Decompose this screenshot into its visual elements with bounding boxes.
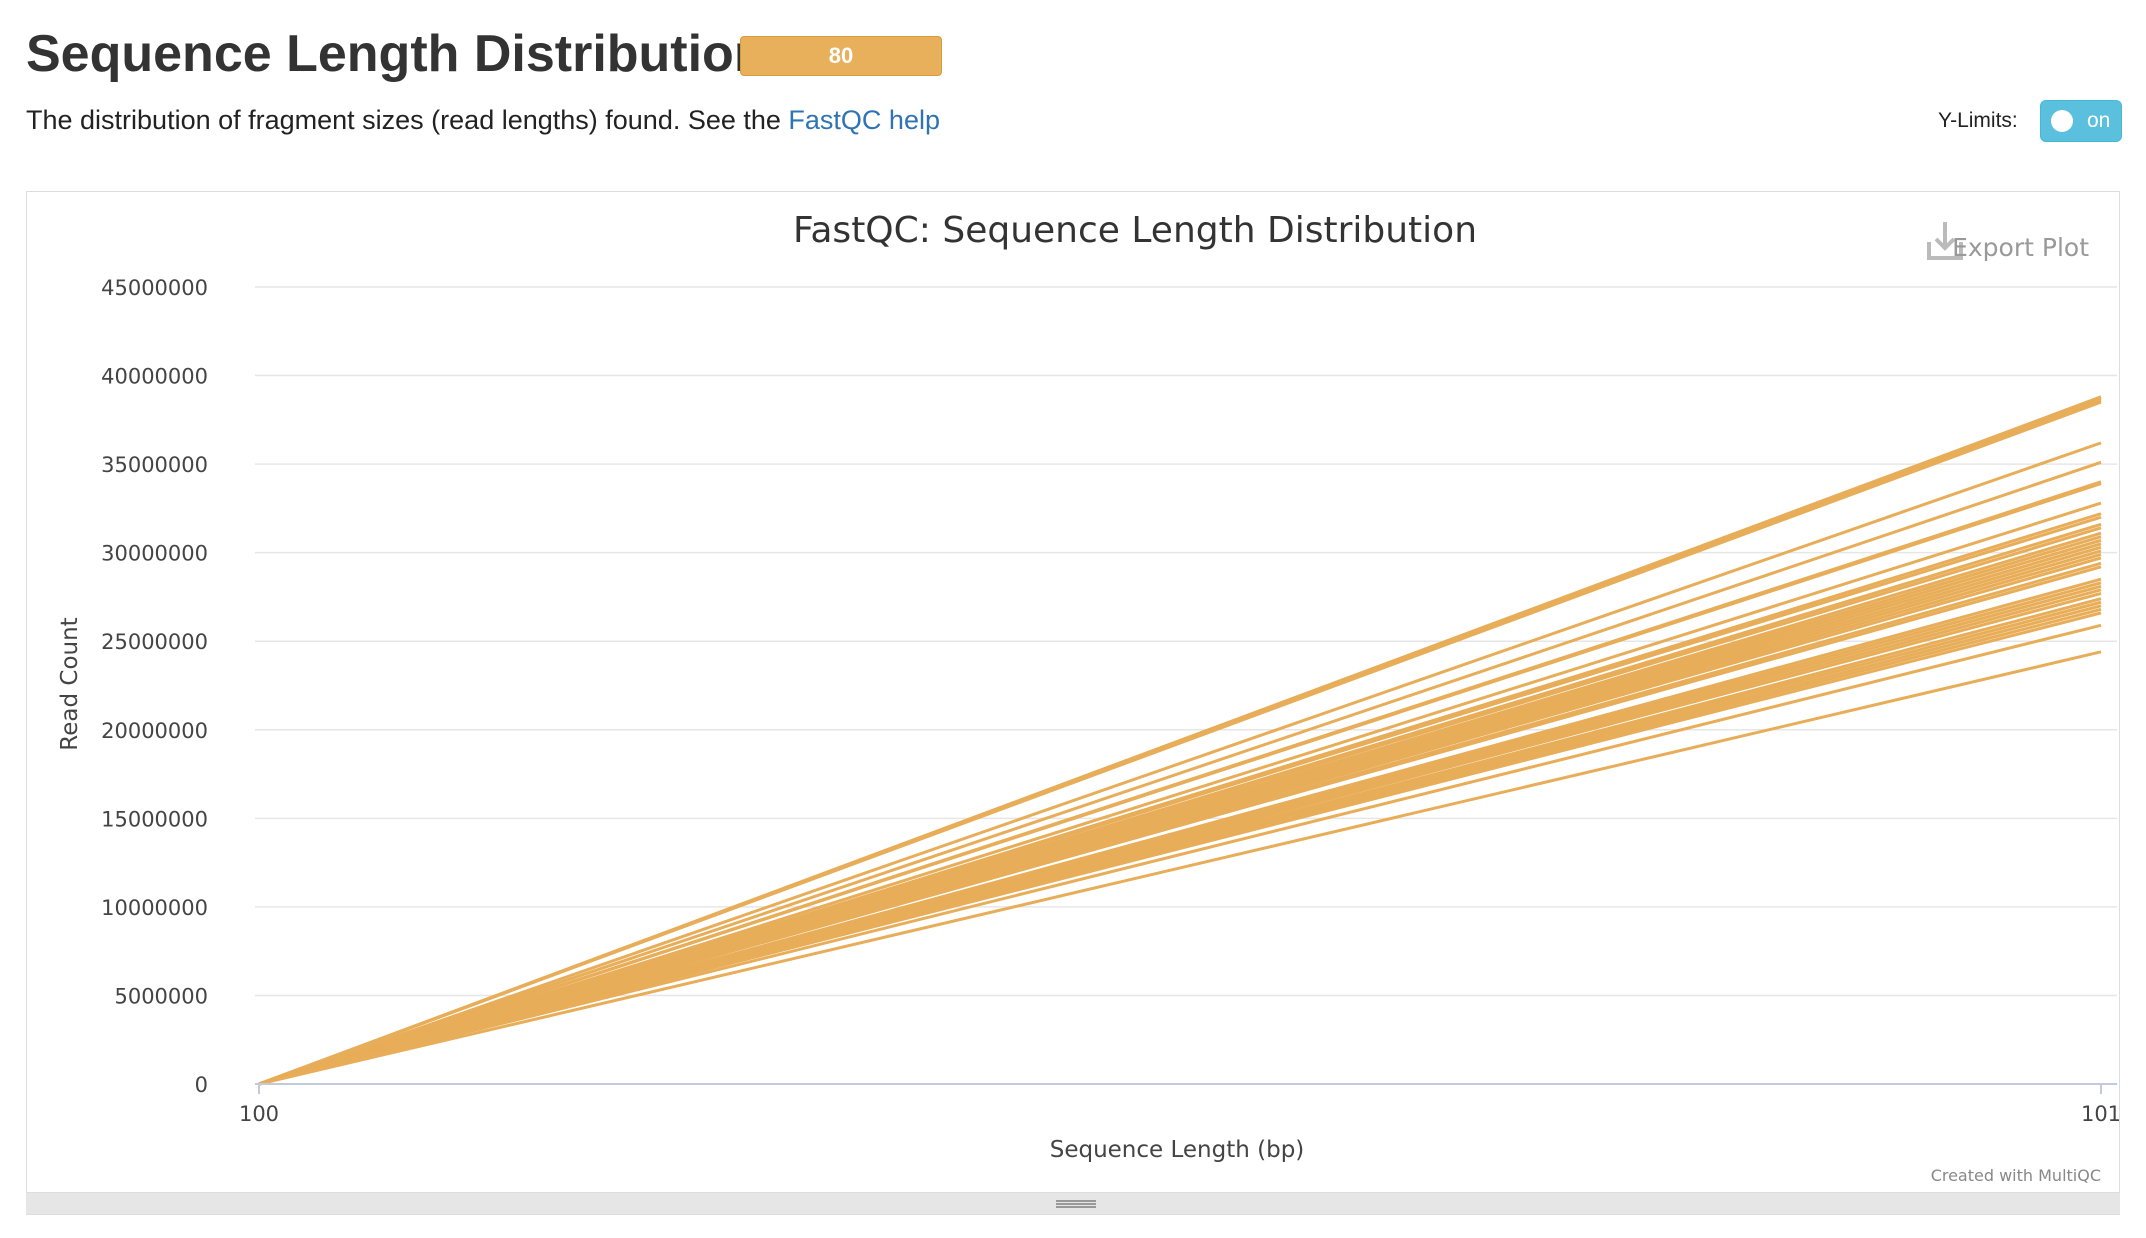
credits-text[interactable]: Created with MultiQC — [1931, 1166, 2101, 1185]
section-description: The distribution of fragment sizes (read… — [26, 102, 940, 138]
series-line-5[interactable] — [258, 441, 2102, 1086]
series-line-6[interactable] — [258, 460, 2102, 1086]
y-limits-label: Y-Limits: — [1938, 109, 2018, 132]
y-tick-label: 15000000 — [101, 807, 208, 831]
sample-count-badge[interactable]: 80 — [740, 36, 942, 76]
y-tick-label: 0 — [195, 1073, 208, 1097]
x-axis-tick-labels: 100 101 — [239, 1084, 2120, 1126]
export-plot-button[interactable]: Export Plot — [1927, 222, 2089, 262]
resize-grip-icon — [1056, 1200, 1096, 1208]
series-line-34[interactable] — [258, 623, 2102, 1086]
y-axis-title: Read Count — [57, 617, 83, 750]
y-tick-label: 30000000 — [101, 542, 208, 566]
download-icon — [1927, 222, 1963, 260]
series-line-35[interactable] — [258, 650, 2102, 1086]
toggle-state-label: on — [2087, 109, 2111, 132]
y-tick-label: 10000000 — [101, 896, 208, 920]
y-tick-label: 35000000 — [101, 453, 208, 477]
series-line-4[interactable] — [258, 400, 2102, 1086]
x-tick-label: 100 — [239, 1102, 279, 1126]
x-axis-title: Sequence Length (bp) — [1050, 1137, 1305, 1163]
y-tick-label: 45000000 — [101, 276, 208, 300]
grid-lines — [255, 286, 2117, 997]
x-tick-label: 101 — [2081, 1102, 2120, 1126]
description-text: The distribution of fragment sizes (read… — [26, 105, 789, 135]
plot-resize-handle[interactable] — [26, 1193, 2120, 1215]
series-lines — [258, 395, 2102, 1086]
series-line-8[interactable] — [258, 482, 2102, 1086]
series-line-33[interactable] — [258, 611, 2102, 1086]
toggle-knob — [2051, 110, 2073, 132]
chart-title: FastQC: Sequence Length Distribution — [793, 210, 1477, 251]
y-tick-label: 5000000 — [114, 984, 208, 1008]
series-line-9[interactable] — [258, 501, 2102, 1086]
y-tick-label: 25000000 — [101, 630, 208, 654]
plot-container: 0 5000000 10000000 15000000 20000000 25000000… — [26, 191, 2120, 1193]
section-title: Sequence Length Distribution — [26, 25, 766, 83]
export-plot-label: Export Plot — [1952, 233, 2089, 262]
fastqc-help-link[interactable]: FastQC help — [788, 105, 940, 135]
line-chart: 0 5000000 10000000 15000000 20000000 25000000… — [57, 210, 2120, 1185]
series-line-23[interactable] — [258, 565, 2102, 1086]
y-axis-tick-labels: 0 5000000 10000000 15000000 20000000 25000000… — [101, 276, 208, 1097]
y-limits-toggle[interactable]: on — [2040, 100, 2122, 142]
y-tick-label: 40000000 — [101, 365, 208, 389]
y-tick-label: 20000000 — [101, 719, 208, 743]
